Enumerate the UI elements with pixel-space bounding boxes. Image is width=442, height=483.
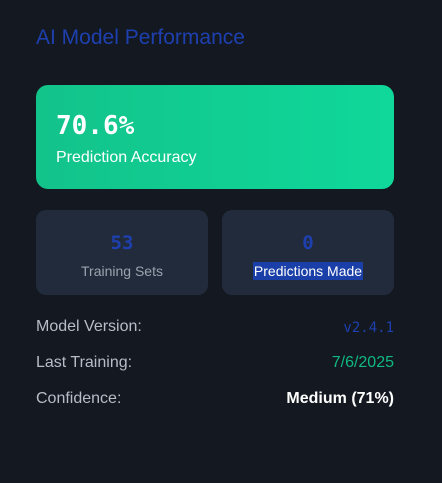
confidence-row: Confidence: Medium (71%) <box>36 390 394 412</box>
model-version-label: Model Version: <box>36 318 142 335</box>
accuracy-label: Prediction Accuracy <box>56 149 197 166</box>
predictions-made-card: 0 Predictions Made <box>222 210 394 295</box>
training-sets-card: 53 Training Sets <box>36 210 208 295</box>
training-sets-value: 53 <box>110 232 134 254</box>
confidence-label: Confidence: <box>36 390 122 407</box>
last-training-label: Last Training: <box>36 354 133 371</box>
accuracy-value: 70.6% <box>56 111 135 141</box>
training-sets-label: Training Sets <box>81 263 163 279</box>
model-version-row: Model Version: v2.4.1 <box>36 318 394 340</box>
predictions-made-value: 0 <box>302 232 314 254</box>
predictions-made-label-wrap: Predictions Made <box>222 262 394 280</box>
model-version-value: v2.4.1 <box>343 320 394 336</box>
confidence-value: Medium (71%) <box>286 390 394 407</box>
last-training-row: Last Training: 7/6/2025 <box>36 354 394 376</box>
last-training-value: 7/6/2025 <box>331 354 394 371</box>
widget-title: AI Model Performance <box>36 26 245 49</box>
predictions-made-label: Predictions Made <box>252 262 364 280</box>
accuracy-card: 70.6% Prediction Accuracy <box>36 85 394 189</box>
